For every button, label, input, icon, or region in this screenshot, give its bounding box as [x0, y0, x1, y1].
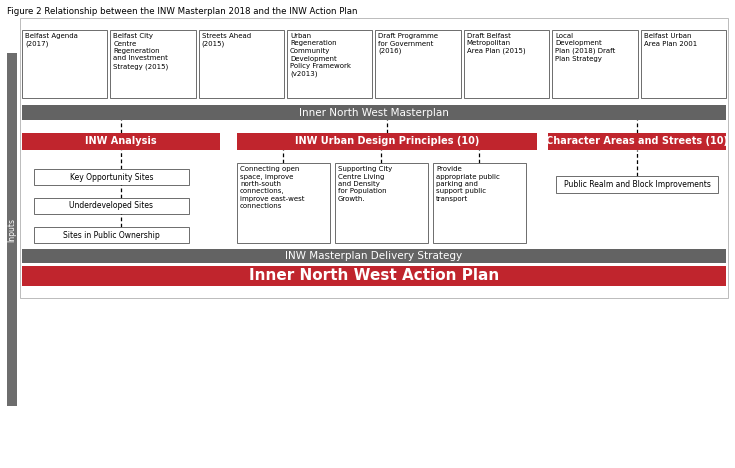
FancyBboxPatch shape — [237, 133, 537, 150]
FancyBboxPatch shape — [22, 105, 726, 120]
Text: INW Urban Design Principles (10): INW Urban Design Principles (10) — [295, 137, 479, 146]
Text: Character Areas and Streets (10): Character Areas and Streets (10) — [546, 137, 728, 146]
Text: Supporting City
Centre Living
and Density
for Population
Growth.: Supporting City Centre Living and Densit… — [338, 166, 392, 202]
FancyBboxPatch shape — [376, 30, 461, 98]
FancyBboxPatch shape — [22, 249, 726, 263]
Text: Urban
Regeneration
Community
Development
Policy Framework
(v2013): Urban Regeneration Community Development… — [290, 33, 351, 77]
FancyBboxPatch shape — [34, 198, 189, 214]
Text: Underdeveloped Sites: Underdeveloped Sites — [70, 202, 154, 211]
FancyBboxPatch shape — [556, 176, 718, 193]
FancyBboxPatch shape — [22, 133, 220, 150]
Text: Belfast Urban
Area Plan 2001: Belfast Urban Area Plan 2001 — [644, 33, 697, 46]
FancyBboxPatch shape — [34, 227, 189, 243]
Text: Key Opportunity Sites: Key Opportunity Sites — [70, 173, 154, 182]
FancyBboxPatch shape — [198, 30, 284, 98]
Text: Belfast City
Centre
Regeneration
and Investment
Strategy (2015): Belfast City Centre Regeneration and Inv… — [113, 33, 168, 70]
Text: Belfast Agenda
(2017): Belfast Agenda (2017) — [25, 33, 78, 47]
FancyBboxPatch shape — [34, 169, 189, 185]
FancyBboxPatch shape — [552, 30, 638, 98]
Text: Inputs: Inputs — [7, 218, 16, 241]
FancyBboxPatch shape — [22, 30, 107, 98]
Text: Inner North West Masterplan: Inner North West Masterplan — [299, 108, 449, 117]
Text: INW Analysis: INW Analysis — [85, 137, 157, 146]
FancyBboxPatch shape — [335, 163, 428, 243]
Text: Figure 2 Relationship between the INW Masterplan 2018 and the INW Action Plan: Figure 2 Relationship between the INW Ma… — [7, 7, 357, 16]
Text: Connecting open
space, improve
north-south
connections,
improve east-west
connec: Connecting open space, improve north-sou… — [240, 166, 304, 210]
Text: Public Realm and Block Improvements: Public Realm and Block Improvements — [564, 180, 711, 189]
FancyBboxPatch shape — [287, 30, 373, 98]
FancyBboxPatch shape — [237, 163, 330, 243]
FancyBboxPatch shape — [433, 163, 526, 243]
Text: Sites in Public Ownership: Sites in Public Ownership — [63, 231, 160, 240]
FancyBboxPatch shape — [548, 133, 726, 150]
FancyBboxPatch shape — [22, 266, 726, 286]
FancyBboxPatch shape — [641, 30, 726, 98]
FancyBboxPatch shape — [464, 30, 549, 98]
Text: Draft Programme
for Government
(2016): Draft Programme for Government (2016) — [379, 33, 439, 54]
Text: Local
Development
Plan (2018) Draft
Plan Strategy: Local Development Plan (2018) Draft Plan… — [555, 33, 615, 62]
Text: INW Masterplan Delivery Strategy: INW Masterplan Delivery Strategy — [285, 251, 462, 261]
FancyBboxPatch shape — [110, 30, 196, 98]
FancyBboxPatch shape — [7, 53, 17, 406]
Text: Draft Belfast
Metropolitan
Area Plan (2015): Draft Belfast Metropolitan Area Plan (20… — [467, 33, 526, 54]
Text: Streets Ahead
(2015): Streets Ahead (2015) — [201, 33, 251, 47]
Text: Inner North West Action Plan: Inner North West Action Plan — [249, 269, 499, 284]
Text: Provide
appropriate public
parking and
support public
transport: Provide appropriate public parking and s… — [436, 166, 500, 202]
